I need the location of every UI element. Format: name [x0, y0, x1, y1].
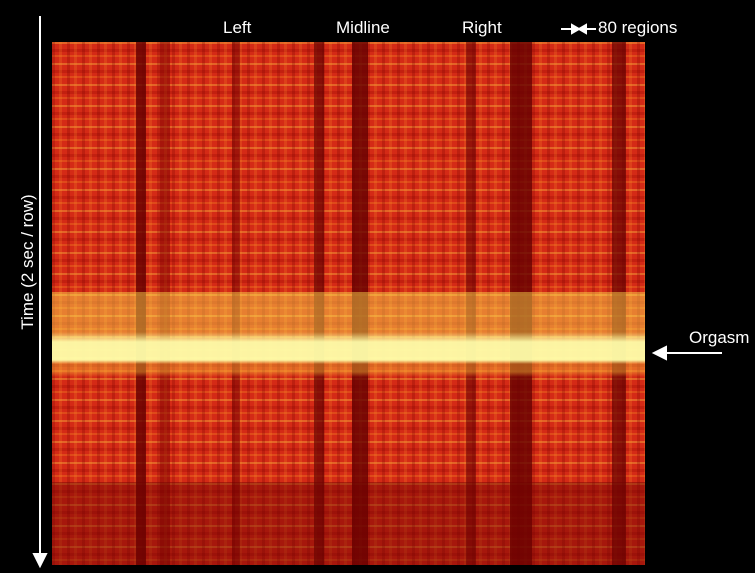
column-label: Left [223, 18, 252, 37]
column-label: Midline [336, 18, 390, 37]
heatmap [52, 42, 645, 565]
column-label: 80 regions [598, 18, 678, 37]
arrow-head [32, 553, 48, 569]
column-label: Right [462, 18, 502, 37]
arrow-head [651, 345, 667, 361]
arrow-head [576, 23, 587, 35]
arrow-head [571, 23, 582, 35]
annotation: Orgasm [689, 328, 750, 347]
